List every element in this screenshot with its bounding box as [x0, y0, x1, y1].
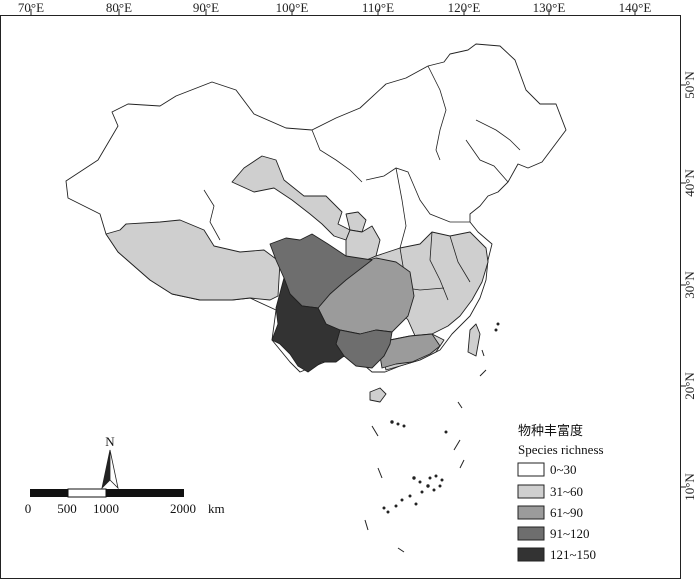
- scale-label-0: 0: [25, 501, 32, 516]
- right-ticks: [681, 84, 686, 488]
- south-sea-islands: [364, 322, 500, 553]
- legend-label-3: 91~120: [550, 526, 590, 541]
- tick-label-120e: 120°E: [448, 0, 481, 15]
- legend-swatch-4: [517, 547, 545, 562]
- tick-label-100e: 100°E: [276, 0, 309, 15]
- gansu: [231, 155, 351, 241]
- scale-label-500: 500: [57, 501, 77, 516]
- legend-title-cn: 物种丰富度: [518, 423, 583, 438]
- hainan: [369, 387, 387, 403]
- right-tick-labels: 50°N 40°N 30°N 20°N 10°N: [682, 71, 697, 501]
- north-arrow-label: N: [105, 434, 115, 449]
- tick-label-40n: 40°N: [682, 169, 697, 197]
- top-ticks: [30, 9, 636, 15]
- legend-label-4: 121~150: [550, 547, 596, 562]
- internal-borders: [203, 65, 521, 307]
- tick-label-20n: 20°N: [682, 372, 697, 400]
- tick-label-80e: 80°E: [106, 0, 132, 15]
- legend-swatch-2: [517, 505, 545, 520]
- tick-label-10n: 10°N: [682, 473, 697, 501]
- tick-label-140e: 140°E: [619, 0, 652, 15]
- legend-title-en: Species richness: [518, 442, 604, 457]
- yunnan: [271, 277, 345, 373]
- legend-label-0: 0~30: [550, 462, 577, 477]
- scale-bar: 0 500 1000 2000 km: [25, 488, 225, 516]
- scale-label-1000: 1000: [93, 501, 119, 516]
- legend-label-2: 61~90: [550, 505, 583, 520]
- taiwan: [467, 323, 481, 357]
- guangxi-south: [379, 333, 441, 369]
- tick-label-70e: 70°E: [18, 0, 44, 15]
- ningxia: [345, 211, 367, 233]
- legend-swatch-3: [517, 526, 545, 541]
- top-tick-labels: 70°E 80°E 90°E 100°E 110°E 120°E 130°E 1…: [18, 0, 651, 15]
- legend-label-1: 31~60: [550, 484, 583, 499]
- north-arrow-icon: [101, 449, 111, 490]
- tick-label-90e: 90°E: [193, 0, 219, 15]
- tick-label-50n: 50°N: [682, 71, 697, 99]
- tick-label-110e: 110°E: [362, 0, 394, 15]
- scale-unit: km: [208, 501, 225, 516]
- scale-label-2000: 2000: [170, 501, 196, 516]
- legend-swatch-1: [517, 484, 545, 499]
- legend: 物种丰富度 Species richness 0~30 31~60 61~90 …: [517, 423, 604, 562]
- tick-label-30n: 30°N: [682, 271, 697, 299]
- north-arrow: N: [101, 434, 119, 490]
- tick-label-130e: 130°E: [533, 0, 566, 15]
- legend-swatch-0: [517, 462, 545, 477]
